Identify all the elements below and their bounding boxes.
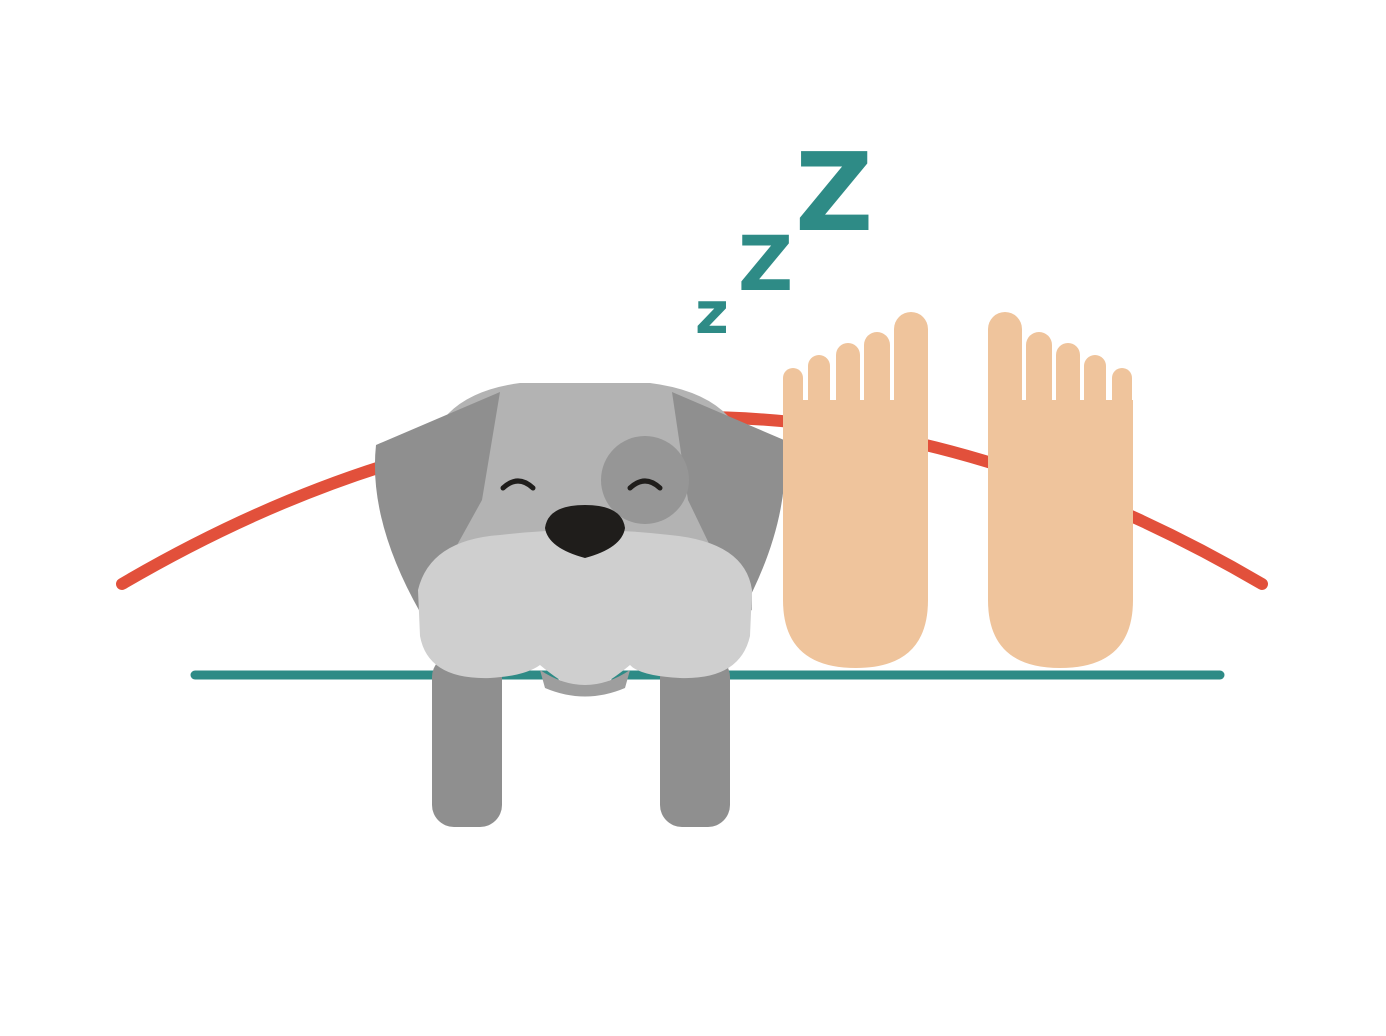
right-foot xyxy=(988,312,1133,668)
left-foot-toe-2 xyxy=(808,355,830,425)
left-foot-toe-3 xyxy=(836,343,860,423)
right-foot-toe-5 xyxy=(1112,368,1132,428)
dog-left-ear xyxy=(374,392,500,612)
dog-right-eye-closed xyxy=(627,478,663,491)
dog-right-ear xyxy=(672,392,786,612)
left-foot-toe-1 xyxy=(783,368,803,428)
dog-left-leg xyxy=(432,655,502,827)
right-foot-toe-4 xyxy=(1084,355,1106,425)
right-foot-toe-3 xyxy=(1056,343,1080,423)
right-foot-sole xyxy=(988,400,1133,668)
left-foot xyxy=(783,312,928,668)
dog-left-eye-closed xyxy=(500,478,536,491)
zzz-large: Z xyxy=(795,131,873,256)
right-foot-toe-2 xyxy=(1026,332,1052,422)
zzz-small: z xyxy=(695,279,729,347)
bare-feet-icon xyxy=(783,312,1133,668)
left-foot-toe-4 xyxy=(864,332,890,422)
left-foot-sole xyxy=(783,400,928,668)
dog-muzzle xyxy=(418,530,752,690)
left-foot-toe-big xyxy=(894,312,928,422)
dog-right-leg xyxy=(660,655,730,827)
dog-chin xyxy=(540,670,630,697)
zzz-sleep-icon: z Z Z xyxy=(695,131,873,347)
dog-nose xyxy=(545,505,625,558)
sleeping-dog-icon xyxy=(374,383,786,827)
right-foot-toe-big xyxy=(988,312,1022,422)
zzz-medium: Z xyxy=(738,219,793,308)
